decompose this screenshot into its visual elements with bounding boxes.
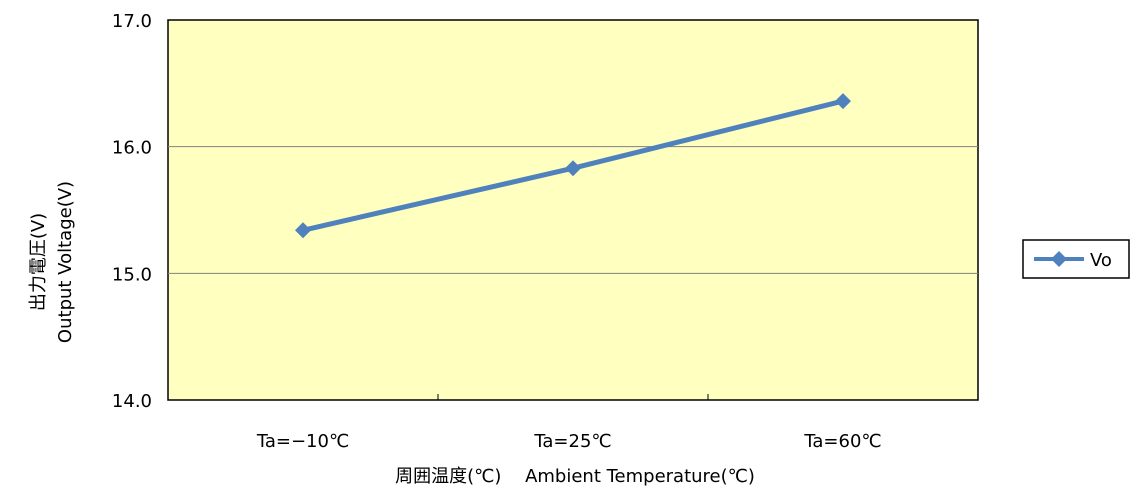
legend-marker-vo xyxy=(1051,251,1067,267)
legend-label-vo: Vo xyxy=(1090,250,1112,271)
series-layer xyxy=(295,93,851,239)
y-tick-label: 14.0 xyxy=(112,391,152,412)
y-tick-label: 17.0 xyxy=(112,11,152,32)
data-point-marker xyxy=(295,222,311,239)
y-axis-tick-labels: 14.0 15.0 16.0 17.0 xyxy=(112,11,152,412)
legend: Vo xyxy=(1022,239,1130,279)
plot-area xyxy=(167,19,979,401)
x-axis-ticks xyxy=(437,394,709,400)
y-tick-label: 15.0 xyxy=(112,264,152,285)
y-axis-title-japanese: 出力電圧(V) xyxy=(28,213,49,311)
x-tick-label: Ta=25℃ xyxy=(533,431,611,452)
data-point-marker xyxy=(565,160,581,177)
x-tick-label: Ta=−10℃ xyxy=(256,431,349,452)
x-axis-tick-labels: Ta=−10℃ Ta=25℃ Ta=60℃ xyxy=(256,431,882,452)
y-tick-label: 16.0 xyxy=(112,138,152,159)
gridlines xyxy=(168,146,978,274)
data-point-marker xyxy=(835,93,851,110)
y-axis-title-english: Output Voltage(V) xyxy=(55,181,76,343)
x-tick-label: Ta=60℃ xyxy=(803,431,881,452)
x-axis-title: 周囲温度(℃) Ambient Temperature(℃) xyxy=(395,466,755,487)
